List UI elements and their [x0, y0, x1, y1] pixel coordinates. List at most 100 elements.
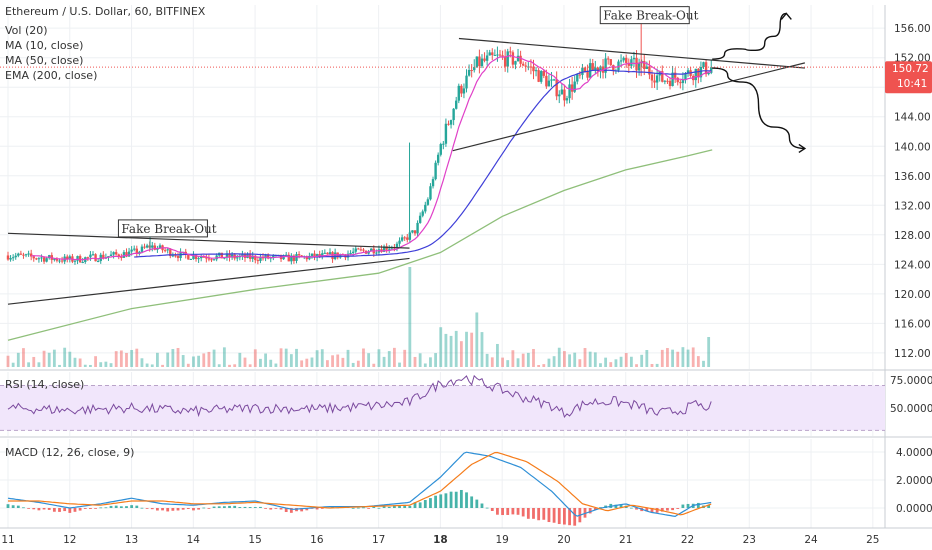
candle	[418, 215, 422, 223]
volume-bar	[315, 350, 319, 367]
volume-bar	[176, 347, 180, 367]
volume-bar	[624, 353, 628, 367]
macd-histogram-bar	[150, 508, 154, 510]
volume-bar	[480, 332, 484, 367]
volume-bar	[635, 364, 638, 367]
macd-histogram-bar	[259, 506, 262, 508]
volume-bar	[346, 349, 350, 367]
candle	[223, 257, 226, 259]
candle	[449, 120, 453, 125]
macd-histogram-bar	[423, 500, 427, 508]
volume-bar	[89, 364, 92, 367]
candle	[14, 255, 17, 258]
macd-histogram-bar	[315, 508, 319, 510]
volume-bar	[320, 349, 324, 367]
candle	[426, 199, 430, 205]
macd-histogram-bar	[243, 506, 247, 508]
candle	[632, 57, 636, 60]
candle	[578, 74, 582, 76]
candle	[519, 55, 522, 64]
candle	[285, 254, 288, 256]
candle	[359, 249, 363, 251]
candle	[125, 252, 128, 257]
legend-macd[interactable]: MACD (12, 26, close, 9)	[5, 446, 134, 459]
volume-bar	[439, 327, 443, 367]
candle	[112, 252, 115, 255]
volume-bar	[578, 359, 582, 367]
candle	[480, 58, 484, 67]
candle	[9, 258, 12, 260]
legend-ma10[interactable]: MA (10, close)	[5, 39, 83, 52]
rsi-line	[7, 374, 712, 419]
candle	[681, 80, 685, 84]
candle	[619, 60, 623, 62]
candle	[568, 84, 571, 99]
candle	[627, 62, 631, 66]
x-tick-label: 14	[187, 534, 201, 546]
macd-histogram-bar	[47, 508, 51, 510]
candle	[576, 74, 579, 82]
candle	[385, 246, 388, 250]
candle	[388, 248, 391, 250]
volume-bar	[73, 357, 77, 367]
candle	[493, 54, 497, 56]
candles-layer[interactable]	[6, 19, 713, 265]
macd-histogram-bar	[176, 508, 180, 511]
macd-histogram-bar	[109, 505, 113, 508]
volume-bar	[573, 352, 577, 367]
candle	[328, 252, 332, 255]
candle	[225, 253, 229, 258]
candle	[521, 63, 525, 66]
macd-histogram-bar	[599, 507, 602, 508]
candle	[483, 58, 486, 61]
macd-histogram-bar	[593, 508, 597, 510]
legend-vol[interactable]: Vol (20)	[5, 24, 48, 37]
x-tick-label: 23	[743, 534, 756, 546]
candle	[630, 59, 633, 66]
y-tick-label: 116.00	[894, 318, 931, 330]
volume-bar	[145, 363, 149, 367]
candle	[6, 255, 10, 260]
candle	[151, 245, 154, 248]
candle	[650, 74, 654, 81]
candle	[511, 52, 515, 65]
volume-bar	[408, 267, 412, 367]
candle	[189, 258, 193, 260]
candle	[447, 123, 450, 125]
legend-ma50[interactable]: MA (50, close)	[5, 54, 83, 67]
trendline	[7, 257, 410, 305]
macd-histogram-bar	[145, 508, 149, 509]
volume-bar	[619, 356, 623, 367]
trendline	[458, 37, 805, 69]
macd-histogram-bar	[552, 508, 556, 523]
macd-histogram-bar	[367, 508, 371, 509]
candle	[29, 253, 33, 257]
volume-bar	[351, 362, 355, 367]
macd-histogram-bar	[16, 505, 20, 508]
volume-bar	[614, 359, 618, 367]
volume-bar	[475, 312, 479, 367]
macd-histogram-bar	[58, 508, 61, 512]
candle	[357, 248, 360, 250]
legend-rsi[interactable]: RSI (14, close)	[5, 378, 84, 391]
macd-histogram-bar	[563, 508, 566, 525]
macd-histogram-bar	[197, 508, 201, 510]
candle	[622, 57, 625, 61]
macd-histogram-bar	[573, 508, 577, 526]
macd-histogram-bar	[186, 508, 190, 510]
volume-bar	[563, 351, 566, 367]
candle	[127, 251, 131, 257]
volume-bar	[398, 362, 401, 367]
volume-bar	[156, 352, 159, 367]
macd-histogram-bar	[300, 508, 304, 512]
candle	[604, 58, 607, 73]
volume-bar	[279, 348, 283, 367]
candle	[434, 162, 437, 180]
legend-ema200[interactable]: EMA (200, close)	[5, 69, 97, 82]
candle	[679, 82, 682, 84]
macd-histogram-bar	[650, 508, 654, 513]
symbol-title: Ethereum / U.S. Dollar, 60, BITFINEX	[5, 5, 206, 18]
macd-histogram-bar	[614, 504, 618, 508]
y-tick-label: 144.00	[894, 112, 931, 124]
